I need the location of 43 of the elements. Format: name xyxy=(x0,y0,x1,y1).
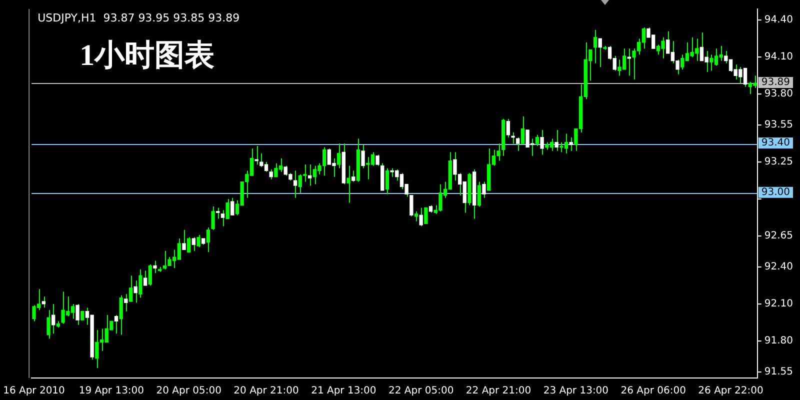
y-tick-label: 92.40 xyxy=(764,262,794,273)
x-tick-label: 19 Apr 13:00 xyxy=(78,386,144,397)
candlestick xyxy=(520,116,525,144)
candlestick xyxy=(385,168,390,195)
y-tick-label: 91.55 xyxy=(764,366,794,378)
annotation: 1小时图表 xyxy=(80,38,215,72)
candlestick xyxy=(424,207,428,224)
y-tick-label: 93.55 xyxy=(764,120,794,131)
y-tick-label: 94.40 xyxy=(764,14,794,26)
candlestick xyxy=(46,310,50,340)
candlestick xyxy=(211,206,215,230)
chart-title: USDJPY,H1 93.87 93.95 93.85 93.89 xyxy=(38,11,240,24)
ref-line-label: 93.89 xyxy=(761,77,790,88)
candlestick xyxy=(535,134,540,146)
x-tick-label: 16 Apr 2010 xyxy=(3,386,65,397)
x-tick-label: 22 Apr 05:00 xyxy=(388,386,454,397)
ref-line-label: 93.40 xyxy=(761,138,790,149)
candlestick xyxy=(337,143,341,169)
y-tick-label: 94.10 xyxy=(764,52,794,63)
x-tick-label: 21 Apr 13:00 xyxy=(311,386,376,397)
candlestick xyxy=(346,165,350,204)
candlestick xyxy=(593,29,598,64)
candlestick xyxy=(414,210,418,222)
y-tick-label: 92.65 xyxy=(764,230,794,242)
ref-line-label: 93.00 xyxy=(761,186,790,198)
y-tick-label: 91.80 xyxy=(764,336,794,347)
x-tick-label: 26 Apr 22:00 xyxy=(698,386,764,397)
candlestick xyxy=(128,275,133,302)
x-tick-label: 20 Apr 21:00 xyxy=(234,386,299,397)
x-tick-label: 22 Apr 21:00 xyxy=(466,386,532,397)
x-tick-label: 26 Apr 06:00 xyxy=(620,386,686,397)
y-tick-label: 93.80 xyxy=(764,88,794,100)
candlestick xyxy=(187,236,191,253)
y-tick-label: 92.10 xyxy=(764,298,794,310)
candlestick xyxy=(477,181,481,207)
candlestick xyxy=(138,268,142,298)
x-tick-label: 20 Apr 05:00 xyxy=(156,386,222,397)
candlestick xyxy=(206,226,210,253)
x-tick-label: 23 Apr 13:00 xyxy=(543,386,609,397)
candlestick xyxy=(196,234,200,248)
candlestick xyxy=(148,264,152,286)
candlestick xyxy=(119,294,123,336)
y-tick-label: 93.25 xyxy=(764,156,794,168)
